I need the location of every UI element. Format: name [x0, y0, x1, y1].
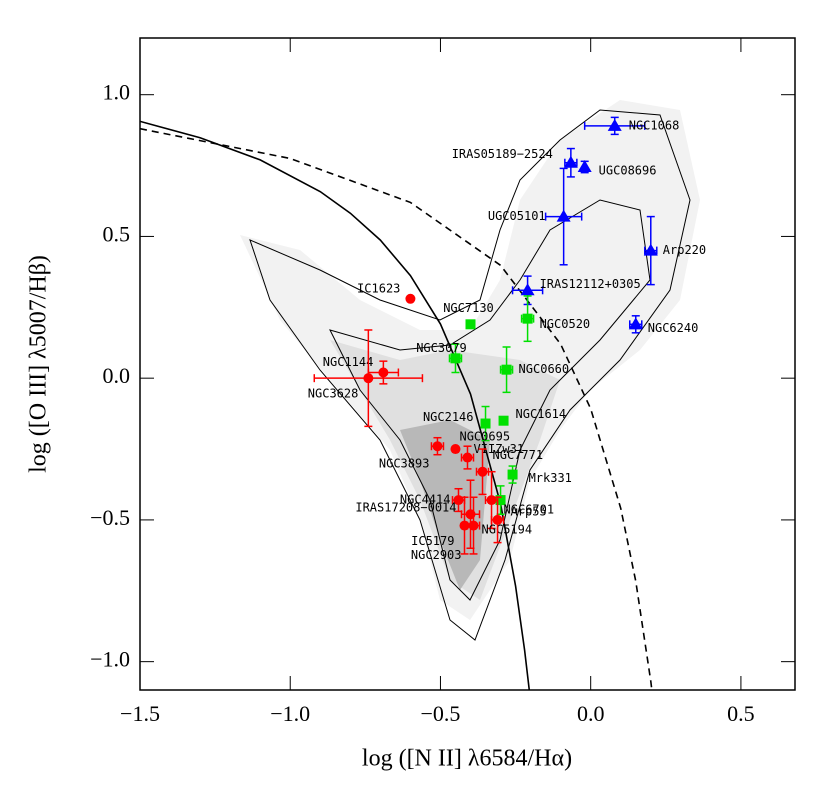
point — [378, 367, 389, 378]
point — [563, 155, 578, 168]
point — [450, 444, 461, 455]
x-tick-label: −1.0 — [270, 701, 310, 726]
point — [628, 317, 643, 330]
point-label: IRAS17208−0014 — [355, 501, 456, 515]
point-label: NGC3893 — [379, 457, 430, 471]
point-label: UGC08696 — [599, 163, 657, 177]
point-label: NGC0520 — [540, 317, 591, 331]
point-label: NGC1614 — [516, 407, 567, 421]
point — [465, 319, 476, 330]
point-label: IC5179 — [411, 534, 454, 548]
point-label: IC1623 — [357, 281, 400, 295]
demarcation-curve — [140, 120, 531, 690]
point — [477, 466, 488, 477]
point — [450, 353, 461, 364]
point-label: IRAS12112+0305 — [540, 277, 641, 291]
point-label: NGC7771 — [493, 448, 544, 462]
point — [468, 520, 479, 531]
x-tick-label: 0.0 — [577, 701, 605, 726]
y-tick-label: 1.0 — [103, 80, 131, 105]
point — [480, 418, 491, 429]
point — [643, 243, 658, 256]
point-label: IRAS05189−2524 — [452, 147, 553, 161]
point — [363, 373, 374, 384]
demarcation-curve — [140, 127, 653, 690]
point — [556, 209, 571, 222]
point-label: NGC1144 — [323, 355, 374, 369]
x-axis-label: log ([N II] λ6584/Hα) — [362, 746, 572, 772]
point-label: NGC1068 — [629, 118, 680, 132]
x-tick-label: 0.5 — [727, 701, 755, 726]
x-tick-label: −0.5 — [420, 701, 460, 726]
point — [501, 364, 512, 375]
point — [607, 118, 622, 131]
point — [405, 293, 416, 304]
point-label: UGC05101 — [488, 209, 546, 223]
point — [507, 469, 518, 480]
point-label: NGC6240 — [648, 321, 699, 335]
x-tick-label: −1.5 — [120, 701, 160, 726]
point-label: Mrk331 — [529, 471, 572, 485]
point-label: NGC7130 — [443, 301, 494, 315]
series: IC1623 NGC1144 NGC3628 NGC3893 NGC0695VIIZw3… — [308, 281, 554, 562]
point — [498, 415, 509, 426]
point — [492, 514, 503, 525]
point-label: NGC2903 — [411, 548, 462, 562]
background-density — [240, 100, 700, 641]
point-label: NGC2146 — [423, 410, 474, 424]
series: NGC7130 NGC0520 NGC3079 NGC0660 NGC2146 NGC16… — [416, 295, 591, 519]
point-label: NGC4414 — [400, 493, 451, 507]
curves — [140, 120, 653, 690]
point-label: Arp220 — [663, 243, 706, 257]
point-label: NGC0660 — [519, 362, 570, 376]
point — [462, 452, 473, 463]
point — [432, 441, 443, 452]
y-tick-label: 0.5 — [103, 221, 131, 246]
point-label: Arp55 — [511, 505, 547, 519]
series: NGC1068 IRAS05189−2524 UGC08696 UGC05101 Arp… — [452, 116, 706, 335]
point-label: NGC0695 — [459, 430, 510, 444]
point-label: VIIZw31 — [474, 442, 525, 456]
point — [520, 283, 535, 296]
point-label: NGC3079 — [416, 341, 467, 355]
y-tick-label: −0.5 — [90, 505, 130, 530]
point — [577, 159, 592, 172]
y-axis-label: log ([O III] λ5007/Hβ) — [26, 255, 52, 473]
point-label: NGC6701 — [504, 502, 555, 516]
point-label: NGC5194 — [482, 523, 533, 537]
y-tick-label: −1.0 — [90, 647, 130, 672]
plot-frame — [139, 37, 796, 691]
point-label: NGC3628 — [308, 387, 359, 401]
y-tick-label: 0.0 — [103, 363, 131, 388]
point — [495, 495, 506, 506]
point — [522, 313, 533, 324]
